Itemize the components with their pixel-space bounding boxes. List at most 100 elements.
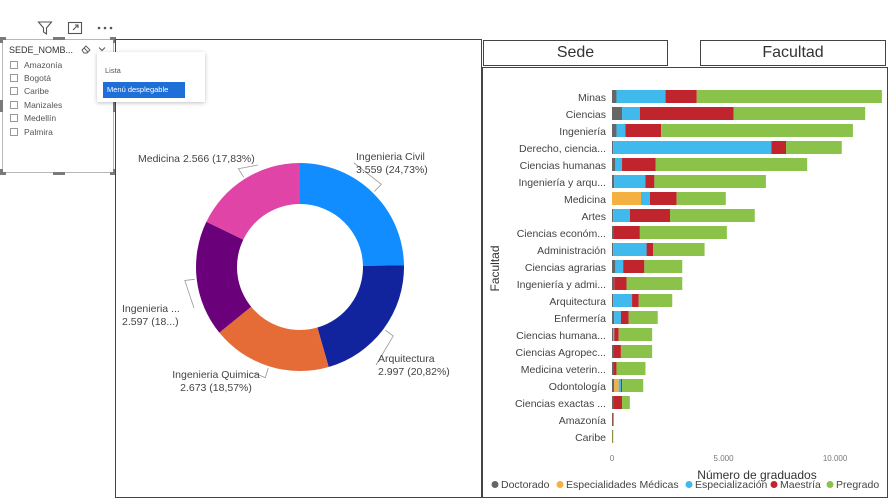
bar-segment[interactable] bbox=[613, 396, 623, 409]
bar-segment[interactable] bbox=[639, 107, 734, 120]
bar-segment[interactable] bbox=[614, 311, 621, 324]
facultad-button[interactable]: Facultad bbox=[700, 40, 886, 66]
legend-label[interactable]: Pregrado bbox=[836, 479, 879, 491]
bar-segment[interactable] bbox=[733, 107, 866, 120]
legend-label[interactable]: Especialización bbox=[695, 479, 768, 491]
bar-segment[interactable] bbox=[612, 311, 615, 324]
bar-segment[interactable] bbox=[613, 243, 647, 256]
bar-segment[interactable] bbox=[638, 294, 673, 307]
bar-segment[interactable] bbox=[612, 90, 617, 103]
bar-segment[interactable] bbox=[644, 260, 683, 273]
slicer-option-amazonia[interactable]: Amazonía bbox=[10, 58, 62, 71]
bar-segment[interactable] bbox=[612, 158, 616, 171]
resize-handle[interactable] bbox=[0, 37, 6, 43]
bar-segment[interactable] bbox=[612, 328, 614, 341]
checkbox[interactable] bbox=[10, 127, 18, 136]
bar-segment[interactable] bbox=[614, 175, 646, 188]
bar-segment[interactable] bbox=[612, 413, 614, 426]
resize-handle[interactable] bbox=[53, 37, 65, 40]
bar-segment[interactable] bbox=[628, 311, 658, 324]
bar-segment[interactable] bbox=[786, 141, 842, 154]
bar-segment[interactable] bbox=[615, 260, 624, 273]
bar-segment[interactable] bbox=[626, 277, 683, 290]
legend-label[interactable]: Maestría bbox=[780, 479, 821, 491]
bar-segment[interactable] bbox=[661, 124, 853, 137]
bar-segment[interactable] bbox=[616, 124, 626, 137]
bar-segment[interactable] bbox=[612, 209, 614, 222]
bar-segment[interactable] bbox=[612, 124, 617, 137]
bar-segment[interactable] bbox=[612, 243, 614, 256]
bar-segment[interactable] bbox=[654, 175, 766, 188]
resize-handle[interactable] bbox=[0, 169, 6, 175]
sede-button[interactable]: Sede bbox=[483, 40, 668, 66]
bar-segment[interactable] bbox=[646, 243, 654, 256]
bar-segment[interactable] bbox=[655, 158, 808, 171]
bar-segment[interactable] bbox=[645, 175, 655, 188]
bar-segment[interactable] bbox=[618, 328, 653, 341]
bar-segment[interactable] bbox=[613, 345, 621, 358]
bar-segment[interactable] bbox=[616, 90, 666, 103]
menu-item-lista[interactable]: Lista bbox=[105, 66, 121, 75]
bar-segment[interactable] bbox=[676, 192, 726, 205]
checkbox[interactable] bbox=[10, 114, 18, 123]
bar-segment[interactable] bbox=[612, 430, 614, 443]
bar-segment[interactable] bbox=[612, 175, 615, 188]
bar-segment[interactable] bbox=[623, 260, 645, 273]
donut-slice[interactable] bbox=[196, 221, 252, 333]
bar-segment[interactable] bbox=[612, 294, 614, 307]
menu-item-menu-desplegable[interactable]: Menú desplegable bbox=[103, 82, 185, 98]
bar-segment[interactable] bbox=[613, 328, 615, 341]
bar-segment[interactable] bbox=[616, 362, 646, 375]
resize-handle[interactable] bbox=[0, 100, 3, 112]
donut-slice[interactable] bbox=[219, 306, 329, 371]
bar-segment[interactable] bbox=[653, 243, 705, 256]
bar-segment[interactable] bbox=[612, 396, 614, 409]
bar-segment[interactable] bbox=[632, 294, 639, 307]
slicer-option-palmira[interactable]: Palmira bbox=[10, 125, 62, 138]
bar-segment[interactable] bbox=[622, 107, 640, 120]
bar-segment[interactable] bbox=[612, 226, 614, 239]
donut-slice[interactable] bbox=[206, 163, 300, 240]
bar-segment[interactable] bbox=[696, 90, 882, 103]
bar-segment[interactable] bbox=[612, 345, 614, 358]
donut-slice[interactable] bbox=[317, 265, 404, 367]
eraser-icon[interactable] bbox=[81, 41, 92, 59]
legend-label[interactable]: Doctorado bbox=[501, 479, 550, 491]
bar-segment[interactable] bbox=[614, 277, 627, 290]
resize-handle[interactable] bbox=[110, 37, 116, 43]
bar-segment[interactable] bbox=[613, 294, 633, 307]
bar-segment[interactable] bbox=[641, 192, 650, 205]
bar-segment[interactable] bbox=[612, 107, 623, 120]
bar-segment[interactable] bbox=[622, 158, 656, 171]
bar-segment[interactable] bbox=[612, 260, 616, 273]
bar-segment[interactable] bbox=[614, 379, 619, 392]
bar-segment[interactable] bbox=[614, 328, 619, 341]
bar-segment[interactable] bbox=[613, 226, 640, 239]
donut-slice[interactable] bbox=[300, 163, 404, 266]
checkbox[interactable] bbox=[10, 74, 18, 83]
bar-segment[interactable] bbox=[615, 158, 623, 171]
bar-segment[interactable] bbox=[620, 311, 629, 324]
legend-label[interactable]: Especialidades Médicas bbox=[566, 479, 679, 491]
bar-segment[interactable] bbox=[670, 209, 755, 222]
slicer-option-caribe[interactable]: Caribe bbox=[10, 85, 62, 98]
bar-segment[interactable] bbox=[620, 379, 623, 392]
bar-segment[interactable] bbox=[665, 90, 697, 103]
filter-icon[interactable] bbox=[36, 19, 54, 37]
checkbox[interactable] bbox=[10, 60, 18, 69]
bar-segment[interactable] bbox=[629, 209, 670, 222]
resize-handle[interactable] bbox=[113, 100, 116, 112]
bar-segment[interactable] bbox=[639, 226, 727, 239]
slicer-option-medellin[interactable]: Medellín bbox=[10, 112, 62, 125]
bar-segment[interactable] bbox=[649, 192, 677, 205]
bar-segment[interactable] bbox=[622, 396, 630, 409]
bar-segment[interactable] bbox=[625, 124, 662, 137]
checkbox[interactable] bbox=[10, 100, 18, 109]
bar-segment[interactable] bbox=[612, 362, 614, 375]
bar-segment[interactable] bbox=[771, 141, 787, 154]
bar-segment[interactable] bbox=[612, 413, 613, 426]
bar-segment[interactable] bbox=[618, 379, 621, 392]
bar-segment[interactable] bbox=[612, 413, 615, 426]
sede-slicer[interactable]: SEDE_NOMB... Amazonía Bogotá Caribe Mani… bbox=[0, 37, 116, 175]
bar-segment[interactable] bbox=[613, 209, 630, 222]
